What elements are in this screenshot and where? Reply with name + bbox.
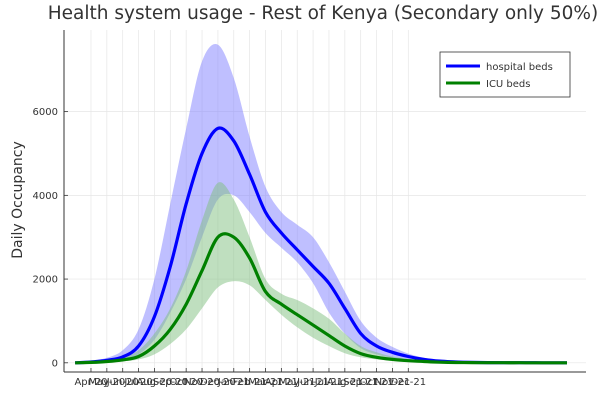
- x-tick-label: Dec-20: [200, 377, 236, 388]
- x-tick-label: Oct-20: [169, 377, 203, 388]
- x-tick-label: Aug-20: [137, 377, 173, 388]
- x-tick-label: Nov-20: [184, 377, 220, 388]
- x-tick-label: May-20: [88, 377, 125, 388]
- y-tick-label: 6000: [33, 107, 58, 118]
- y-tick-label: 2000: [33, 275, 58, 286]
- axes: [63, 30, 586, 373]
- x-tick-label: Apr-21: [265, 377, 298, 388]
- x-tick-label: Mar-21: [248, 377, 283, 388]
- chart-title: Health system usage - Rest of Kenya (Sec…: [48, 3, 598, 24]
- legend: hospital beds ICU beds: [439, 51, 571, 98]
- y-tick-label: 4000: [33, 191, 58, 202]
- legend-box: [439, 51, 571, 98]
- x-tick-label: May-21: [279, 377, 316, 388]
- series-lines: [75, 126, 567, 365]
- x-tick-label: Sep-20: [153, 377, 188, 388]
- series-line-icu-beds: [75, 232, 567, 365]
- x-tick-label: Nov-21: [375, 377, 411, 388]
- legend-label-icu-beds: ICU beds: [486, 79, 531, 90]
- x-tick-label: Dec-21: [390, 377, 426, 388]
- y-tick-labels: 0 2000 4000 6000: [33, 107, 58, 369]
- confidence-bands: [75, 43, 567, 363]
- band-icu-beds: [75, 182, 567, 363]
- x-tick-label: Aug-21: [327, 377, 363, 388]
- x-tick-label: Jun-21: [296, 377, 329, 388]
- x-tick-label: Jan-21: [217, 377, 250, 388]
- x-tick-label: Oct-21: [360, 377, 394, 388]
- x-tick-label: Jul-20: [123, 377, 152, 388]
- x-tick-labels: Apr-20May-20Jun-20Jul-20Aug-20Sep-20Oct-…: [74, 377, 426, 388]
- x-tick-label: Sep-21: [343, 377, 378, 388]
- x-tick-label: Apr-20: [74, 377, 107, 388]
- y-tick-label: 0: [52, 358, 58, 369]
- x-tick-label: Jul-21: [314, 377, 343, 388]
- band-hospital-beds: [75, 43, 567, 363]
- x-tick-label: Feb-21: [233, 377, 267, 388]
- x-tick-label: Jun-20: [106, 377, 139, 388]
- legend-label-hospital-beds: hospital beds: [486, 62, 553, 73]
- y-axis-label: Daily Occupancy: [10, 141, 26, 258]
